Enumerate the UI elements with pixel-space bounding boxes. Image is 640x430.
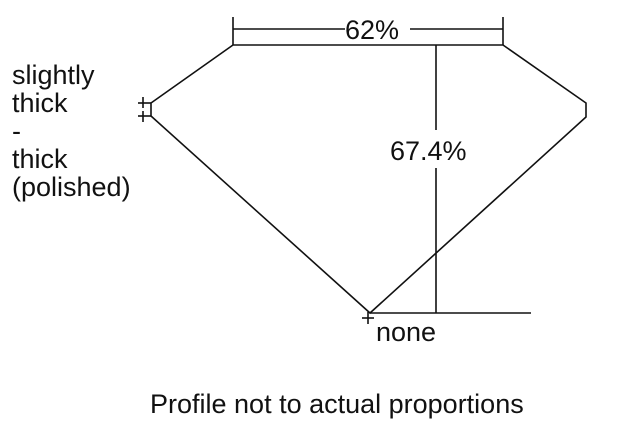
girdle-label-line: - [12,116,21,146]
girdle-label: slightly thick - thick (polished) [12,60,131,203]
depth-percent-label: 67.4% [390,136,467,166]
girdle-label-line: thick [12,88,68,118]
culet-label: none [376,317,437,347]
caption: Profile not to actual proportions [150,389,524,419]
girdle-label-line: thick [12,144,68,174]
girdle-label-line: slightly [12,60,95,90]
table-percent-label: 62% [345,15,400,45]
gem-outline [150,44,587,315]
girdle-label-line: (polished) [12,172,131,202]
